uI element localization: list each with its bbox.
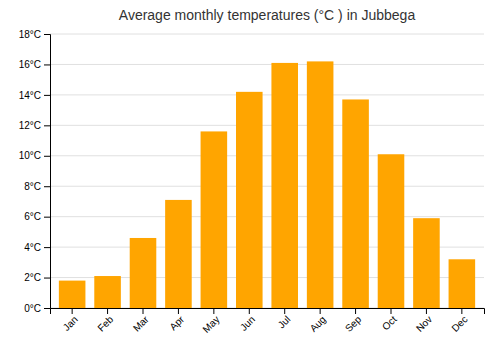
y-tick: 10°C	[19, 150, 50, 161]
grid-line	[50, 216, 484, 217]
x-tick-mark	[72, 308, 73, 314]
bar	[201, 131, 228, 308]
x-tick-mark	[284, 308, 285, 314]
x-tick-mark	[426, 308, 427, 314]
y-tick: 8°C	[24, 181, 50, 192]
x-tick-label: Dec	[449, 314, 469, 334]
y-tick: 12°C	[19, 120, 50, 131]
grid-line	[50, 94, 484, 95]
x-tick: Mar	[131, 308, 151, 334]
y-tick-label: 18°C	[19, 29, 41, 40]
x-axis: Jan Feb Mar Apr May Jun Jul Aug Sep Oct Nov Dec	[51, 308, 485, 335]
y-axis: 0°C 2°C 4°C 6°C 8°C 10°C 12°C 14°C 16°C 18°C	[19, 29, 51, 314]
y-tick-mark	[44, 186, 50, 187]
x-axis-line	[51, 309, 485, 315]
plot: 0°C 2°C 4°C 6°C 8°C 10°C 12°C 14°C 16°C 18°C Jan Fe…	[19, 29, 485, 335]
y-tick-mark	[44, 64, 50, 65]
bar	[59, 281, 86, 308]
bar	[449, 259, 476, 308]
x-tick-label: Sep	[343, 313, 364, 334]
y-tick-mark	[44, 156, 50, 157]
bar	[342, 99, 369, 308]
y-tick-label: 12°C	[19, 120, 41, 131]
grid-line	[50, 155, 484, 156]
grid-line	[50, 34, 484, 35]
y-tick-mark	[44, 125, 50, 126]
grid-line	[50, 125, 484, 126]
x-tick: Jun	[238, 308, 257, 333]
y-axis-line	[44, 35, 51, 309]
x-tick-label: Jan	[61, 314, 80, 333]
y-tick-mark	[44, 247, 50, 248]
title: Average monthly temperatures (°C ) in Ju…	[119, 7, 416, 23]
x-tick: Jul	[276, 308, 293, 330]
x-tick-mark	[143, 308, 144, 314]
y-tick: 18°C	[19, 29, 50, 40]
x-tick-label: Nov	[414, 314, 434, 334]
x-tick: Sep	[343, 308, 364, 334]
bars	[59, 61, 475, 308]
x-tick-label: Jul	[276, 314, 293, 331]
x-tick: Apr	[167, 308, 186, 332]
x-tick-label: Apr	[167, 313, 186, 332]
y-tick-mark	[44, 278, 50, 279]
y-tick-mark	[44, 217, 50, 218]
chart: 0°C 2°C 4°C 6°C 8°C 10°C 12°C 14°C 16°C 18°C Jan Fe…	[0, 0, 500, 350]
x-tick: Nov	[414, 308, 434, 334]
y-tick-mark	[44, 95, 50, 96]
y-tick: 6°C	[24, 211, 50, 222]
x-tick-mark	[461, 308, 462, 314]
bar	[413, 218, 440, 308]
x-tick: Oct	[380, 308, 399, 332]
x-tick-label: Feb	[95, 313, 115, 333]
x-tick: Aug	[308, 308, 328, 334]
y-tick-label: 8°C	[24, 181, 41, 192]
x-tick-mark	[355, 308, 356, 314]
y-tick: 2°C	[24, 272, 50, 283]
x-tick-label: Aug	[308, 314, 328, 334]
x-tick-mark	[213, 308, 214, 314]
bar	[94, 276, 121, 308]
y-tick-label: 2°C	[24, 272, 41, 283]
y-tick-label: 10°C	[19, 150, 41, 161]
y-tick-label: 0°C	[24, 303, 41, 314]
y-tick: 0°C	[24, 303, 50, 314]
x-tick-mark	[320, 308, 321, 314]
y-tick: 14°C	[19, 90, 50, 101]
x-tick-label: Jun	[238, 314, 257, 333]
x-tick: Jan	[61, 308, 80, 333]
x-tick: Dec	[449, 308, 469, 334]
bar	[165, 200, 192, 308]
y-tick-mark	[44, 308, 50, 309]
y-tick-label: 4°C	[24, 242, 41, 253]
bar	[130, 238, 157, 308]
x-tick: May	[200, 308, 221, 335]
bar	[307, 61, 334, 308]
y-tick-mark	[44, 34, 50, 35]
x-tick-mark	[107, 308, 108, 314]
y-tick: 16°C	[19, 59, 50, 70]
y-tick-label: 14°C	[19, 90, 41, 101]
x-tick: Feb	[95, 308, 115, 334]
y-tick: 4°C	[24, 242, 50, 253]
x-tick-mark	[391, 308, 392, 314]
bar	[236, 92, 263, 308]
grid-line	[50, 64, 484, 65]
grid-line	[50, 186, 484, 187]
y-tick-label: 16°C	[19, 59, 41, 70]
x-tick-label: Mar	[131, 313, 151, 333]
grid	[50, 34, 484, 308]
bar	[378, 154, 405, 308]
x-tick-label: May	[200, 314, 221, 335]
x-tick-mark	[249, 308, 250, 314]
y-tick-label: 6°C	[24, 211, 41, 222]
bar	[271, 63, 298, 308]
x-tick-mark	[178, 308, 179, 314]
x-tick-label: Oct	[380, 314, 399, 333]
